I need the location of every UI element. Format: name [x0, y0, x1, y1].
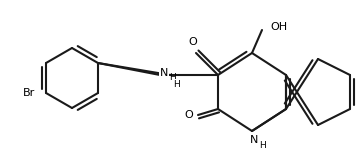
Text: N: N	[162, 70, 170, 80]
Text: N: N	[160, 68, 168, 78]
Text: O: O	[189, 37, 197, 47]
Text: Br: Br	[23, 88, 35, 98]
Text: H: H	[259, 141, 265, 150]
Text: O: O	[184, 110, 193, 120]
Text: H: H	[173, 80, 180, 89]
Text: H: H	[170, 74, 177, 82]
Text: OH: OH	[270, 22, 287, 32]
Text: N: N	[250, 135, 258, 145]
